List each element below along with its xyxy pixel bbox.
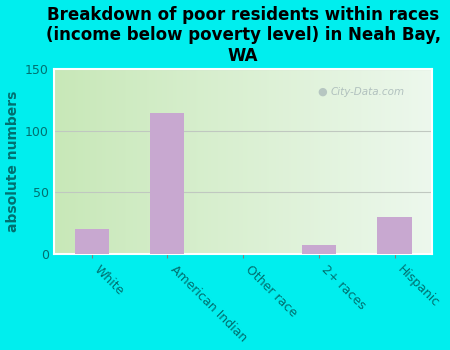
Text: City-Data.com: City-Data.com xyxy=(330,86,404,97)
Bar xyxy=(75,229,109,254)
Text: ●: ● xyxy=(317,86,327,97)
Bar xyxy=(150,112,184,254)
Bar xyxy=(378,217,412,254)
Title: Breakdown of poor residents within races
(income below poverty level) in Neah Ba: Breakdown of poor residents within races… xyxy=(45,6,441,65)
Y-axis label: absolute numbers: absolute numbers xyxy=(5,91,19,232)
Bar xyxy=(302,245,336,254)
